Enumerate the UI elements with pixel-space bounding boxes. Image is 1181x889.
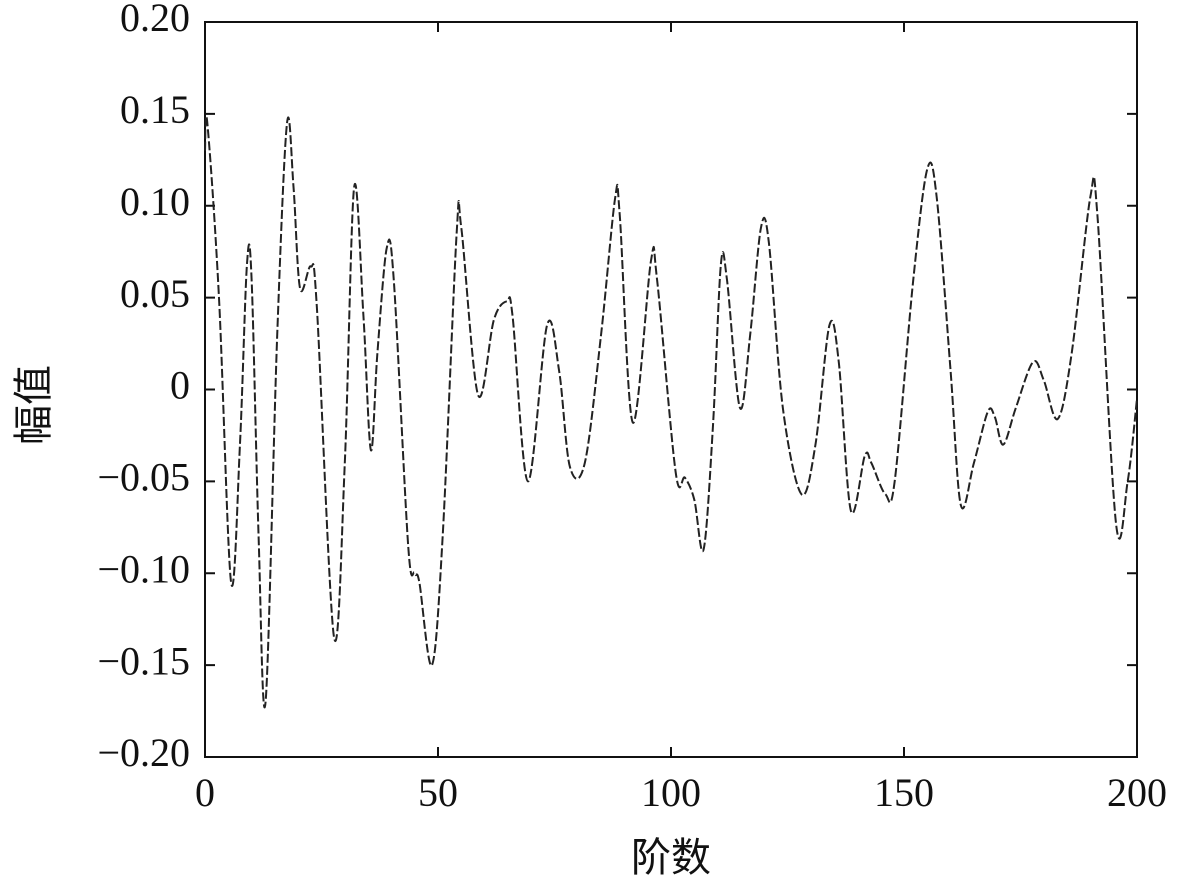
y-tick-label: 0 <box>170 363 190 408</box>
x-axis-label: 阶数 <box>631 835 711 880</box>
x-tick-label: 200 <box>1107 770 1167 815</box>
plot-frame <box>204 21 1138 758</box>
y-tick-label: −0.20 <box>97 730 190 775</box>
y-tick-label: −0.05 <box>97 455 190 500</box>
y-tick-label: 0.05 <box>120 271 190 316</box>
x-tick-label: 100 <box>641 770 701 815</box>
x-tick-label: 150 <box>874 770 934 815</box>
y-axis-label: 幅值 <box>11 365 56 445</box>
y-tick-label: −0.10 <box>97 546 190 591</box>
x-tick-label: 50 <box>418 770 458 815</box>
y-tick-label: −0.15 <box>97 638 190 683</box>
y-tick-label: 0.10 <box>120 179 190 224</box>
x-tick-label: 0 <box>195 770 215 815</box>
data-line <box>204 115 1138 709</box>
y-tick-label: 0.20 <box>120 0 190 40</box>
y-tick-label: 0.15 <box>120 87 190 132</box>
